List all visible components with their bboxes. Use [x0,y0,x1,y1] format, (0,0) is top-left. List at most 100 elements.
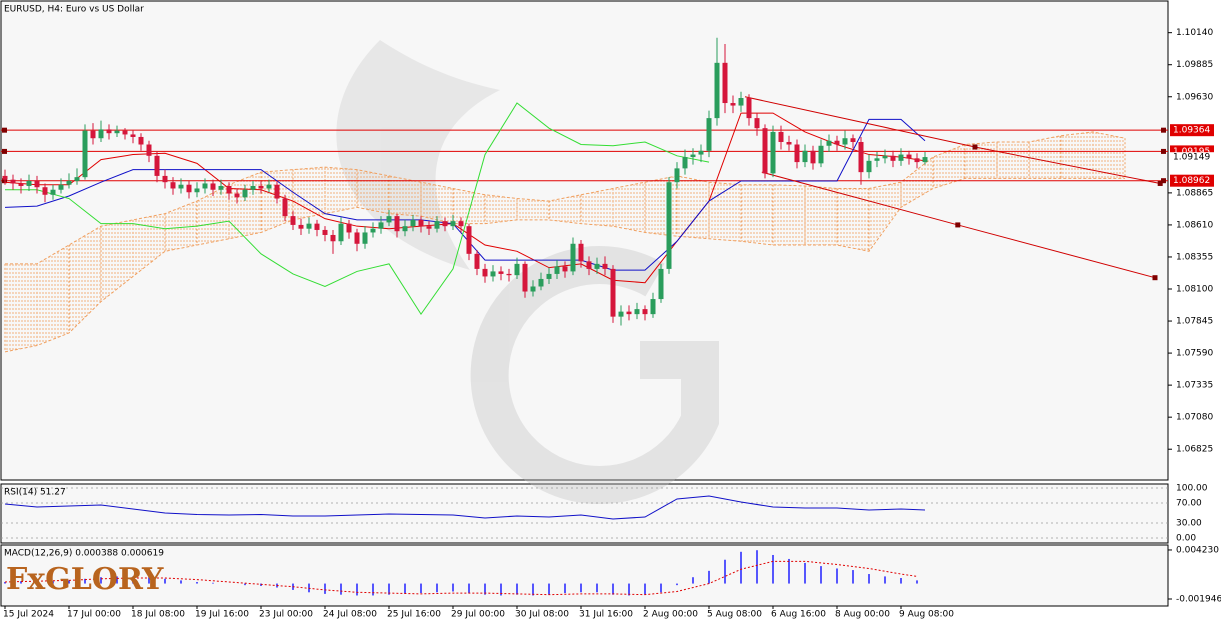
y-tick-label: 1.09630 [1176,92,1213,102]
candle-body [882,155,888,159]
candle-body [834,140,840,145]
candle-body [562,266,568,272]
candle-body [922,157,928,163]
candle-body [642,309,648,315]
candle-body [58,184,64,190]
x-tick-label: 31 Jul 16:00 [579,610,633,620]
x-tick-label: 17 Jul 00:00 [67,610,121,620]
candle-body [378,222,384,229]
candle-body [762,128,768,174]
candle-body [538,278,544,287]
candle-body [146,144,152,156]
macd-panel [0,544,1169,607]
y-tick-label: 30.00 [1176,519,1202,529]
candle-body [506,273,512,276]
candle-body [690,154,696,158]
x-tick-label: 29 Jul 00:00 [451,610,505,620]
x-tick-label: 19 Jul 16:00 [195,610,249,620]
candle-body [794,144,800,163]
candle-body [170,182,176,189]
x-tick-label: 30 Jul 08:00 [515,610,569,620]
candle-body [338,223,344,242]
candle-body [346,223,352,233]
candle-body [602,263,608,269]
candle-body [370,228,376,233]
candle-body [578,243,584,262]
candle-body [634,309,640,315]
cloud-lower [4,177,1125,353]
x-tick-label: 2 Aug 00:00 [643,610,698,620]
candle-body [82,130,88,178]
candle-body [42,187,48,195]
candle-body [482,268,488,277]
level-label: 1.08962 [1173,176,1210,186]
candle-body [458,221,464,227]
candle-body [530,286,536,292]
candle-body [266,184,272,189]
candle-body [434,221,440,229]
candle-body [362,232,368,244]
y-tick-label: 1.08610 [1176,220,1213,230]
candle-body [290,216,296,225]
candle-body [330,234,336,242]
candle-body [354,232,360,244]
candle-body [490,271,496,277]
candle-body [194,188,200,193]
candle-body [210,183,216,190]
indicator-line [5,102,710,316]
candle-body [250,185,256,190]
y-tick-label: 1.07080 [1176,413,1213,423]
candle-body [66,180,72,185]
candle-body [242,189,248,198]
signal-line [4,560,918,596]
candle-body [778,131,784,142]
candle-body [802,150,808,163]
trend-point [1157,180,1163,186]
level-label: 1.09364 [1173,126,1210,136]
candle-body [322,229,328,235]
candle-body [666,182,672,269]
candle-body [722,62,728,104]
x-tick-label: 5 Aug 08:00 [707,610,762,620]
candle-body [178,184,184,189]
candle-body [898,154,904,161]
candle-body [858,141,864,173]
y-tick-label: 1.08355 [1176,252,1213,262]
candle-body [10,179,16,184]
candle-body [410,219,416,227]
candle-body [138,136,144,145]
candle-body [90,130,96,139]
y-tick-label: -0.001946 [1176,595,1221,605]
candle-body [2,175,8,180]
candle-body [98,129,104,139]
candle-body [442,221,448,227]
candle-body [466,226,472,254]
macd-title: MACD(12,26,9) 0.000388 0.000619 [4,549,164,559]
candle-body [626,311,632,315]
watermark-shape [336,40,500,270]
candle-body [474,253,480,269]
last-price-label: 1.09149 [1173,153,1210,163]
candle-body [298,224,304,229]
y-tick-label: 1.09885 [1176,60,1213,70]
candle-body [850,138,856,142]
candle-body [674,168,680,183]
candle-body [554,266,560,274]
logo: FxGLORY [6,562,164,597]
candle-body [418,219,424,227]
candle-body [26,180,32,186]
level-label: 1.09195 [1173,147,1210,157]
candle-body [258,185,264,189]
candle-body [202,183,208,189]
candle-body [402,226,408,232]
level-handle [1161,178,1166,184]
candle-body [594,263,600,269]
candle-body [394,216,400,232]
candle-body [826,140,832,146]
candle-body [498,271,504,274]
y-tick-label: 1.08865 [1176,188,1213,198]
candle-body [730,103,736,106]
candle-body [738,98,744,106]
level-handle [2,127,7,133]
